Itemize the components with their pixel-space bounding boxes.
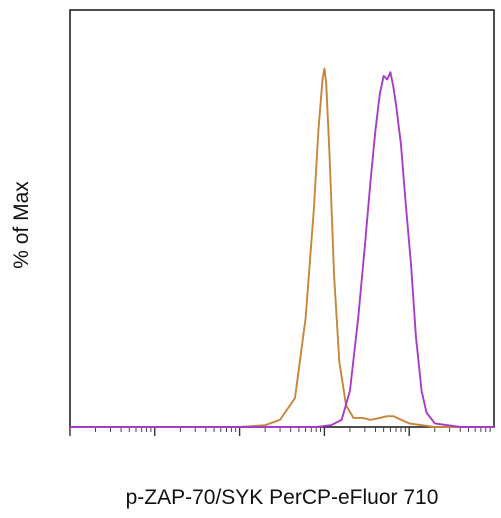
x-axis-ticks — [69, 427, 491, 436]
histogram-series-1 — [70, 67, 494, 428]
plot-frame — [69, 9, 495, 428]
plot-border — [69, 9, 495, 428]
histogram-series-2 — [70, 71, 494, 428]
x-axis-label: p-ZAP-70/SYK PerCP-eFluor 710 — [126, 486, 439, 509]
y-axis-label: % of Max — [10, 181, 33, 269]
series-layer — [70, 67, 494, 428]
